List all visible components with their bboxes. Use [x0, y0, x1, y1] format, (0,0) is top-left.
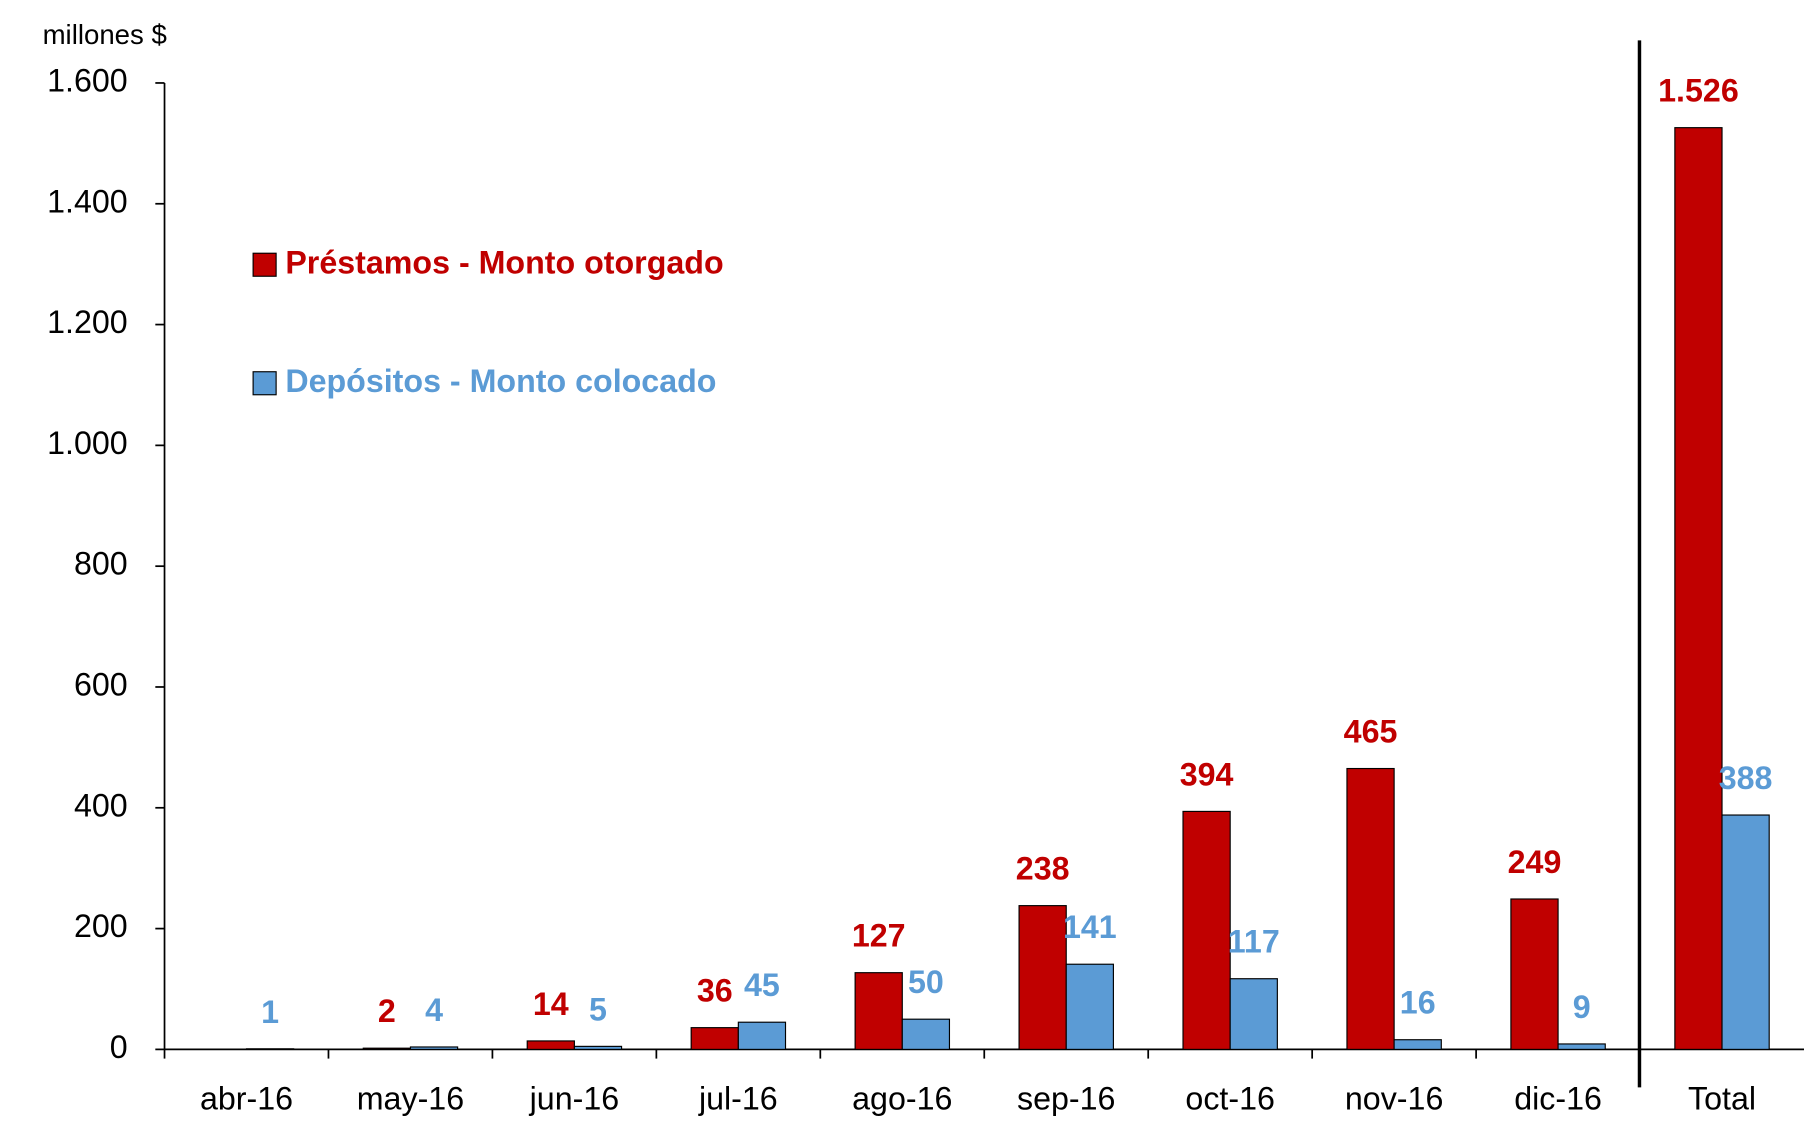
value-label: 238 — [1016, 851, 1070, 887]
legend-swatch — [252, 252, 277, 277]
y-tick-label: 200 — [74, 908, 128, 944]
x-tick-label: abr-16 — [200, 1081, 293, 1117]
y-tick-label: 600 — [74, 666, 128, 702]
y-tick-label: 1.400 — [47, 183, 128, 219]
bar — [901, 1018, 951, 1050]
value-label: 14 — [533, 986, 569, 1022]
x-tick-label: jun-16 — [529, 1081, 620, 1117]
bar — [245, 1048, 295, 1050]
bar — [737, 1021, 787, 1050]
value-label: 5 — [589, 991, 607, 1027]
legend-label: Depósitos - Monto colocado — [285, 363, 716, 399]
bar — [1065, 963, 1114, 1050]
bar — [573, 1045, 623, 1050]
value-label: 117 — [1228, 924, 1280, 960]
y-tick-label: 400 — [74, 787, 128, 823]
bar — [1393, 1039, 1442, 1050]
value-label: 394 — [1180, 756, 1234, 792]
value-label: 45 — [744, 967, 780, 1003]
value-label: 249 — [1508, 844, 1562, 880]
x-tick-label: dic-16 — [1514, 1081, 1602, 1117]
x-tick-label: oct-16 — [1185, 1081, 1275, 1117]
bar — [1674, 127, 1723, 1050]
y-axis-label: millones $ — [43, 19, 167, 50]
value-label: 50 — [908, 964, 944, 1000]
bar — [1182, 810, 1231, 1050]
value-label: 1 — [261, 994, 279, 1030]
bar — [409, 1046, 459, 1050]
bar — [690, 1027, 739, 1050]
bar — [854, 972, 903, 1050]
bar — [1346, 767, 1395, 1050]
y-tick-label: 800 — [74, 546, 128, 582]
bar — [1229, 978, 1278, 1050]
value-label: 141 — [1063, 909, 1117, 945]
x-tick-label: ago-16 — [852, 1081, 952, 1117]
value-label: 388 — [1719, 760, 1773, 796]
x-tick-label: nov-16 — [1345, 1081, 1443, 1117]
bar — [362, 1047, 412, 1050]
x-tick-label: sep-16 — [1017, 1081, 1115, 1117]
value-label: 4 — [425, 992, 443, 1028]
x-tick-label: jul-16 — [698, 1081, 778, 1117]
value-label: 36 — [697, 973, 733, 1009]
value-label: 16 — [1400, 985, 1436, 1021]
value-label: 1.526 — [1658, 73, 1739, 109]
legend-label: Préstamos - Monto otorgado — [285, 244, 723, 280]
value-label: 127 — [852, 918, 906, 954]
value-label: 9 — [1573, 989, 1591, 1025]
legend-swatch — [252, 371, 277, 396]
bar — [1557, 1043, 1606, 1050]
x-tick-label: may-16 — [357, 1081, 464, 1117]
bar — [1510, 898, 1559, 1050]
bar — [1721, 814, 1770, 1050]
bar — [526, 1040, 575, 1050]
x-tick-label: Total — [1688, 1081, 1756, 1117]
value-label: 2 — [378, 993, 396, 1029]
value-label: 465 — [1344, 714, 1398, 750]
y-tick-label: 0 — [110, 1029, 128, 1065]
bar — [1018, 905, 1067, 1050]
y-tick-label: 1.200 — [47, 304, 128, 340]
y-tick-label: 1.000 — [47, 425, 128, 461]
y-tick-label: 1.600 — [47, 62, 128, 98]
